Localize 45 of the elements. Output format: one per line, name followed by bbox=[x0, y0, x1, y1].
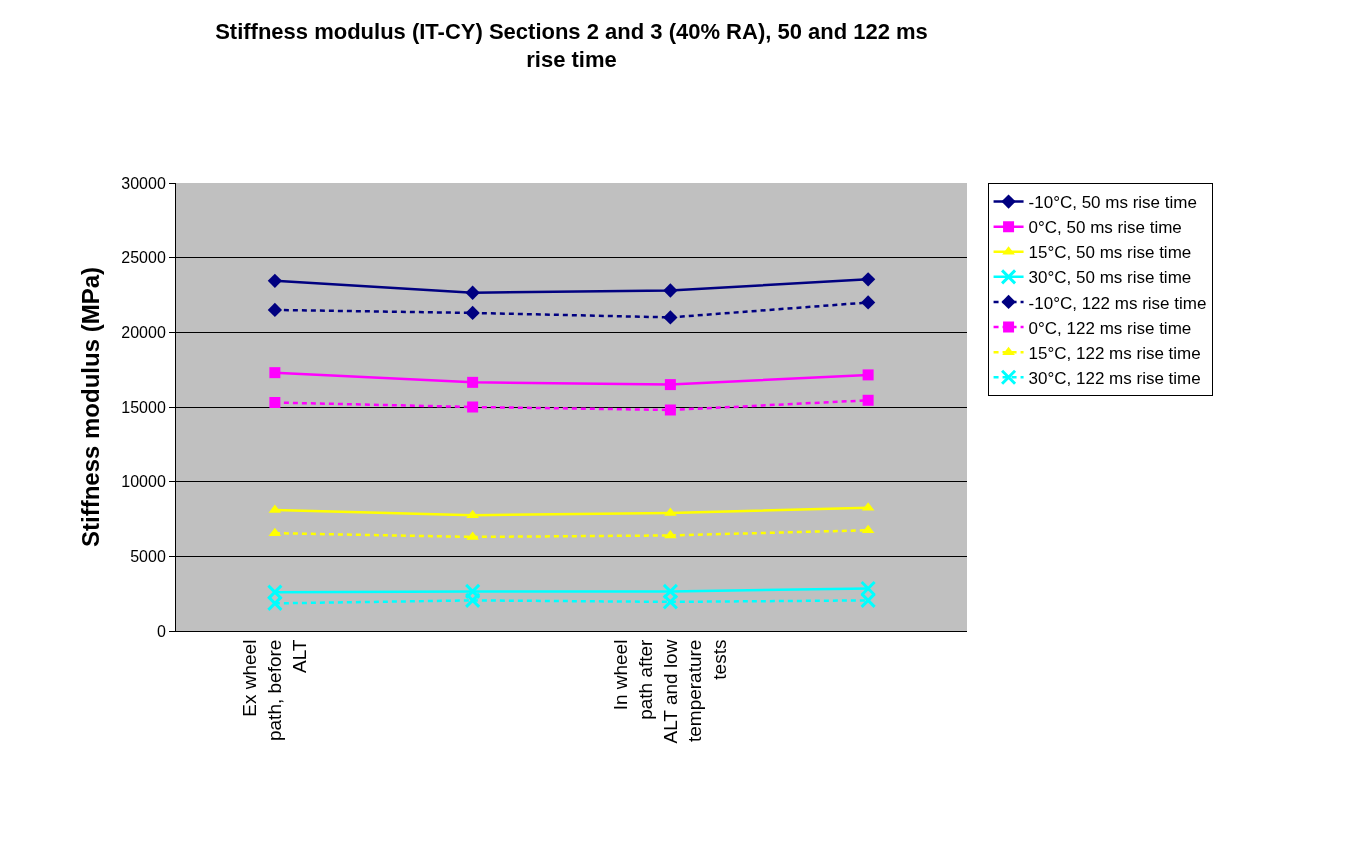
legend-label: 30°C, 122 ms rise time bbox=[1028, 368, 1201, 388]
y-axis-title: Stiffness modulus (MPa) bbox=[77, 266, 105, 548]
point bbox=[862, 394, 874, 406]
legend-label: 15°C, 122 ms rise time bbox=[1028, 343, 1201, 363]
legend-label: 30°C, 50 ms rise time bbox=[1028, 268, 1192, 288]
point bbox=[266, 595, 283, 612]
point bbox=[464, 592, 481, 609]
point bbox=[662, 583, 679, 600]
y-tick-label: 15000 bbox=[121, 398, 166, 416]
point bbox=[267, 302, 283, 318]
legend-label: -10°C, 50 ms rise time bbox=[1028, 193, 1197, 213]
point bbox=[860, 580, 877, 597]
y-tick-label: 20000 bbox=[121, 323, 166, 341]
y-tick-label: 5000 bbox=[130, 547, 166, 565]
point bbox=[663, 310, 678, 325]
y-tick-label: 25000 bbox=[121, 249, 166, 267]
legend-label: 15°C, 50 ms rise time bbox=[1028, 243, 1192, 263]
point bbox=[662, 593, 679, 610]
point bbox=[466, 509, 479, 519]
x-tick-label: In wheel path after ALT and low temperature tests bbox=[610, 638, 730, 744]
y-tick-label: 0 bbox=[156, 622, 166, 640]
chart-title: Stiffness modulus (IT-CY) Sections 2 and 3 (40% RA), 50 and 122 ms rise time bbox=[215, 18, 928, 73]
point bbox=[465, 305, 480, 321]
point bbox=[465, 285, 480, 300]
x-tick-label: Ex wheel path, before ALT bbox=[239, 639, 310, 742]
point bbox=[269, 397, 281, 409]
point bbox=[860, 295, 876, 310]
point bbox=[269, 367, 281, 379]
point bbox=[860, 592, 877, 609]
legend-label: -10°C, 122 ms rise time bbox=[1028, 293, 1207, 313]
y-tick-label: 30000 bbox=[121, 174, 166, 192]
point bbox=[467, 401, 479, 413]
y-tick-label: 10000 bbox=[121, 473, 166, 491]
point bbox=[664, 404, 676, 416]
point bbox=[664, 379, 676, 391]
point bbox=[467, 376, 479, 388]
point bbox=[663, 283, 678, 298]
legend-label: 0°C, 50 ms rise time bbox=[1028, 218, 1182, 238]
point bbox=[860, 272, 876, 287]
point bbox=[266, 584, 283, 601]
legend-label: 0°C, 122 ms rise time bbox=[1028, 318, 1192, 338]
point bbox=[464, 583, 481, 600]
point bbox=[664, 529, 677, 539]
point bbox=[862, 369, 874, 381]
point bbox=[267, 273, 283, 288]
